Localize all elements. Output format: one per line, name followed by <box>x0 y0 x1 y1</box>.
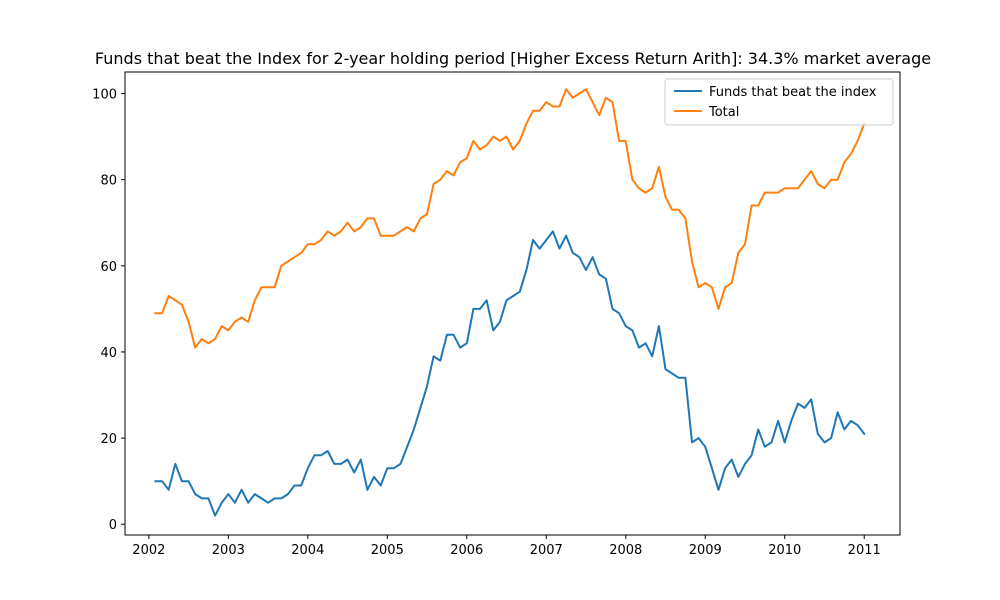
axes-frame <box>124 71 901 536</box>
y-tick-label: 0 <box>109 518 117 533</box>
x-tick-label: 2003 <box>212 543 245 558</box>
x-tick-label: 2009 <box>689 543 722 558</box>
x-tick-label: 2002 <box>132 543 165 558</box>
x-tick-label: 2005 <box>371 543 404 558</box>
y-axis: 0 20 40 60 80 100 <box>92 88 125 533</box>
series-line-total <box>154 88 866 349</box>
y-tick-label: 20 <box>100 432 117 447</box>
series-line-funds <box>154 230 866 517</box>
legend-box <box>664 78 894 126</box>
x-tick-label: 2006 <box>450 543 483 558</box>
x-axis: 2002 2003 2004 2005 2006 2007 2008 2009 2010 2011 <box>132 535 881 558</box>
legend-label-funds: Funds that beat the index <box>709 85 877 100</box>
x-tick-label: 2008 <box>609 543 642 558</box>
legend: Funds that beat the index Total <box>664 78 894 126</box>
legend-label-total: Total <box>708 105 739 120</box>
x-tick-label: 2007 <box>530 543 563 558</box>
y-tick-label: 80 <box>100 174 117 189</box>
x-tick-label: 2004 <box>291 543 324 558</box>
chart-title: Funds that beat the Index for 2-year hol… <box>95 49 931 68</box>
y-tick-label: 40 <box>100 346 117 361</box>
y-tick-label: 100 <box>92 88 117 103</box>
plot-area <box>154 88 866 517</box>
y-tick-label: 60 <box>100 260 117 275</box>
x-tick-label: 2011 <box>848 543 881 558</box>
x-tick-label: 2010 <box>768 543 801 558</box>
